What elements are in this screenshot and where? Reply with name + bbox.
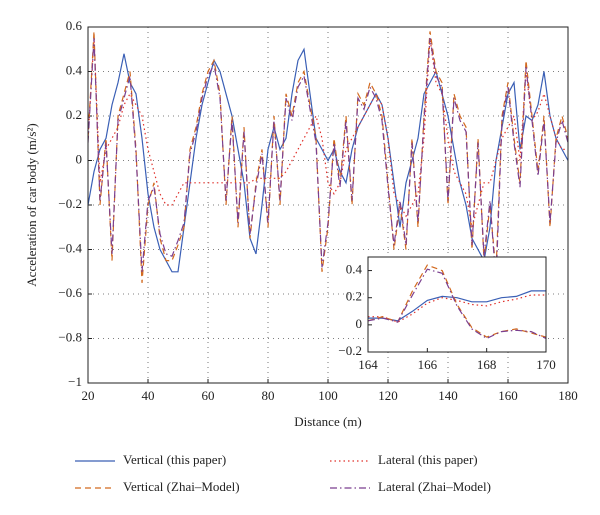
plot-lines bbox=[88, 31, 568, 283]
plot-frame bbox=[367, 256, 547, 353]
legend-label: Lateral (Zhai–Model) bbox=[378, 479, 491, 494]
x-tick-label: 164 bbox=[358, 357, 378, 372]
plot-lines bbox=[368, 264, 546, 340]
series-line bbox=[368, 294, 546, 323]
y-tick-label: −0.4 bbox=[58, 240, 82, 255]
y-tick-label: −0.2 bbox=[338, 343, 362, 358]
x-tick-label: 60 bbox=[202, 388, 215, 403]
x-tick-label: 100 bbox=[318, 388, 338, 403]
y-tick-label: 0.4 bbox=[66, 62, 83, 77]
y-tick-label: 0.2 bbox=[346, 289, 362, 304]
x-tick-label: 40 bbox=[142, 388, 155, 403]
y-tick-label: 0 bbox=[356, 316, 363, 331]
x-tick-label: 80 bbox=[262, 388, 275, 403]
legend-label: Lateral (this paper) bbox=[378, 452, 478, 467]
y-tick-label: −0.6 bbox=[58, 285, 82, 300]
y-tick-label: 0 bbox=[76, 151, 83, 166]
x-tick-label: 140 bbox=[438, 388, 458, 403]
legend-label: Vertical (this paper) bbox=[123, 452, 226, 467]
y-tick-label: −0.2 bbox=[58, 196, 82, 211]
series-line bbox=[368, 268, 546, 340]
y-tick-label: 0.6 bbox=[66, 18, 83, 33]
x-tick-label: 160 bbox=[498, 388, 518, 403]
x-tick-label: 180 bbox=[558, 388, 578, 403]
y-tick-label: 0.2 bbox=[66, 107, 82, 122]
legend-label: Vertical (Zhai–Model) bbox=[123, 479, 240, 494]
series-line bbox=[88, 31, 568, 283]
y-tick-label: −1 bbox=[68, 374, 82, 389]
x-axis-label: Distance (m) bbox=[294, 414, 362, 429]
y-axis-label: Acceleration of car body (m/s²) bbox=[24, 123, 39, 286]
x-tick-label: 120 bbox=[378, 388, 398, 403]
y-tick-label: 0.4 bbox=[346, 262, 363, 277]
plot-frame bbox=[87, 26, 569, 384]
x-tick-label: 20 bbox=[82, 388, 95, 403]
x-tick-label: 166 bbox=[418, 357, 438, 372]
x-tick-label: 170 bbox=[536, 357, 556, 372]
series-line bbox=[88, 47, 568, 273]
series-line bbox=[88, 38, 568, 228]
y-tick-label: −0.8 bbox=[58, 329, 82, 344]
x-tick-label: 168 bbox=[477, 357, 497, 372]
series-line bbox=[88, 38, 568, 283]
